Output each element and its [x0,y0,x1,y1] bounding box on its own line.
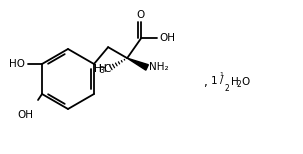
Text: O: O [137,10,145,20]
Text: ,: , [203,75,207,89]
Text: 1: 1 [211,76,217,86]
Text: H: H [94,64,102,74]
Text: H: H [99,64,107,74]
Text: 1: 1 [219,72,223,77]
Text: H: H [231,77,239,87]
Text: NH₂: NH₂ [149,62,169,72]
Text: HO: HO [9,59,25,69]
Text: OH: OH [17,110,33,120]
Text: 3: 3 [100,66,105,75]
Text: /: / [220,75,224,85]
Text: 2: 2 [225,84,230,93]
Polygon shape [127,58,148,70]
Text: 2: 2 [237,79,242,89]
Text: C: C [103,64,111,74]
Text: O: O [241,77,249,87]
Text: OH: OH [159,33,175,43]
